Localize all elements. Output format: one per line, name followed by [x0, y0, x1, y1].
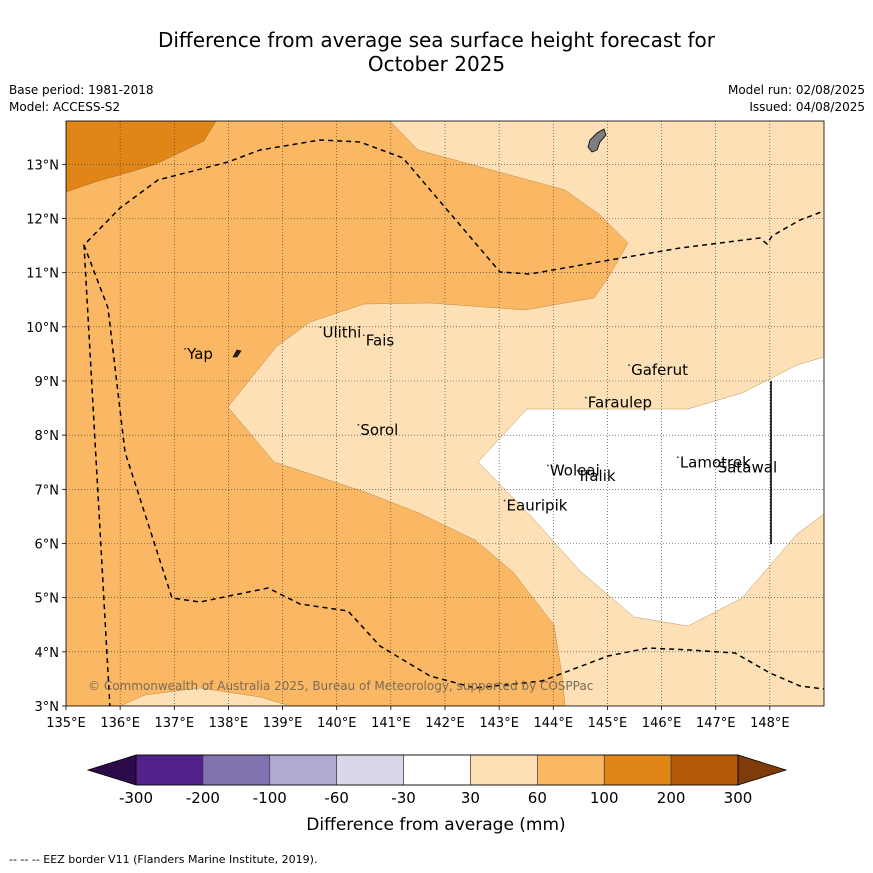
place-marker	[357, 423, 360, 426]
lon-tick-label: 135°E	[46, 716, 86, 731]
lat-tick-label: 8°N	[35, 429, 60, 444]
colorbar-swatch	[603, 754, 672, 786]
lat-tick-label: 4°N	[35, 646, 60, 661]
eez-footnote: -- -- -- EEZ border V11 (Flanders Marine…	[9, 853, 318, 866]
meta-left: Base period: 1981-2018 Model: ACCESS-S2	[9, 82, 154, 116]
place-marker	[714, 461, 717, 464]
lat-tick-label: 6°N	[35, 538, 60, 553]
colorbar-swatch	[470, 754, 538, 786]
place-marker	[319, 326, 322, 329]
place-marker	[546, 464, 549, 467]
meta-right: Model run: 02/08/2025 Issued: 04/08/2025	[728, 82, 865, 116]
longitude-axis: 135°E 136°E 137°E 138°E 139°E 140°E 141°E 142°E…	[46, 706, 790, 731]
place-marker	[184, 348, 187, 350]
colorbar-tick-label: 100	[590, 789, 619, 807]
lon-tick-label: 138°E	[209, 716, 249, 731]
colorbar-tick-label: 30	[461, 789, 480, 807]
lon-tick-label: 145°E	[588, 716, 628, 731]
page-title: Difference from average sea surface heig…	[0, 28, 873, 76]
colorbar-swatch	[336, 754, 404, 786]
place-label: Sorol	[360, 421, 398, 439]
lon-tick-label: 146°E	[642, 716, 682, 731]
contour-neutral	[477, 356, 824, 627]
guam-island	[587, 128, 607, 153]
lat-tick-label: 7°N	[35, 483, 60, 498]
colorbar-swatch	[135, 754, 204, 786]
copyright-text: © Commonwealth of Australia 2025, Bureau…	[88, 679, 593, 693]
colorbar-swatch	[670, 754, 739, 786]
map-area: Yap Ulithi Fais Sorol Gaferut Faraulep WoleaiI…	[66, 121, 824, 706]
lon-tick-label: 137°E	[155, 716, 195, 731]
graticule	[66, 121, 824, 706]
lon-tick-label: 148°E	[750, 716, 790, 731]
lon-tick-label: 143°E	[479, 716, 519, 731]
colorbar-tick-label: -30	[391, 789, 416, 807]
title-line-2: October 2025	[367, 52, 506, 76]
eez-border-west	[83, 244, 824, 690]
lon-tick-label: 147°E	[696, 716, 736, 731]
lat-tick-label: 9°N	[35, 375, 60, 390]
colorbar-tick-label: -200	[186, 789, 220, 807]
lon-tick-label: 141°E	[371, 716, 411, 731]
place-label: Ulithi	[322, 323, 361, 341]
place-label: Gaferut	[631, 361, 688, 379]
lat-tick-label: 10°N	[26, 321, 59, 336]
contour-30-60-southwest	[119, 687, 291, 706]
place-label: Eauripik	[507, 497, 568, 515]
colorbar-swatch	[537, 754, 605, 786]
lat-tick-label: 3°N	[35, 700, 60, 715]
colorbar-tick-label: -60	[324, 789, 349, 807]
colorbar-tick-label: 200	[657, 789, 686, 807]
colorbar-label: Difference from average (mm)	[306, 815, 565, 835]
place-label: Fais	[366, 331, 395, 349]
issued-text: Issued: 04/08/2025	[749, 100, 865, 114]
contour-100-200	[66, 121, 217, 193]
colorbar-swatch	[403, 754, 471, 786]
colorbar-swatch	[202, 754, 271, 786]
place-marker	[503, 499, 506, 502]
place-label: Faraulep	[588, 394, 652, 412]
place-label: Satawal	[718, 459, 777, 477]
lon-tick-label: 139°E	[263, 716, 303, 731]
colorbar-under-arrow	[86, 754, 137, 786]
lon-tick-label: 140°E	[317, 716, 357, 731]
lat-tick-label: 11°N	[26, 267, 59, 282]
place-label: Yap	[186, 345, 213, 363]
colorbar-tick-label: -100	[253, 789, 287, 807]
lon-tick-label: 142°E	[425, 716, 465, 731]
place-marker	[576, 469, 579, 472]
contour-60-100	[66, 121, 629, 706]
model-run-text: Model run: 02/08/2025	[727, 83, 865, 97]
place-marker	[362, 334, 365, 337]
latitude-axis: 3°N 4°N 5°N 6°N 7°N 8°N 9°N 10°N 11°N 12°N 13°N	[26, 158, 66, 715]
lat-tick-label: 5°N	[35, 592, 60, 607]
place-marker	[628, 364, 630, 367]
lon-tick-label: 136°E	[100, 716, 140, 731]
colorbar-over-arrow	[737, 754, 788, 786]
lon-tick-label: 144°E	[534, 716, 574, 731]
title-line-1: Difference from average sea surface heig…	[157, 28, 716, 52]
model-text: Model: ACCESS-S2	[9, 100, 121, 114]
place-label: Woleai	[550, 461, 600, 479]
place-labels: Yap Ulithi Fais Sorol Gaferut Faraulep WoleaiI…	[184, 323, 777, 515]
colorbar-swatch	[269, 754, 337, 786]
yap-island	[232, 349, 242, 358]
colorbar-tick-label: -300	[119, 789, 153, 807]
colorbar-frame	[135, 754, 739, 786]
colorbar	[86, 754, 788, 786]
place-label: Ifalik	[580, 467, 616, 485]
lat-tick-label: 13°N	[26, 158, 59, 173]
base-period-text: Base period: 1981-2018	[9, 83, 154, 97]
colorbar-tick-label: 60	[528, 789, 547, 807]
place-marker	[584, 396, 587, 399]
lat-tick-label: 12°N	[26, 213, 59, 228]
colorbar-ticks: -300 -200 -100 -60 -30 30 60 100 200 300	[119, 789, 752, 807]
place-marker	[676, 456, 679, 459]
colorbar-tick-label: 300	[724, 789, 753, 807]
